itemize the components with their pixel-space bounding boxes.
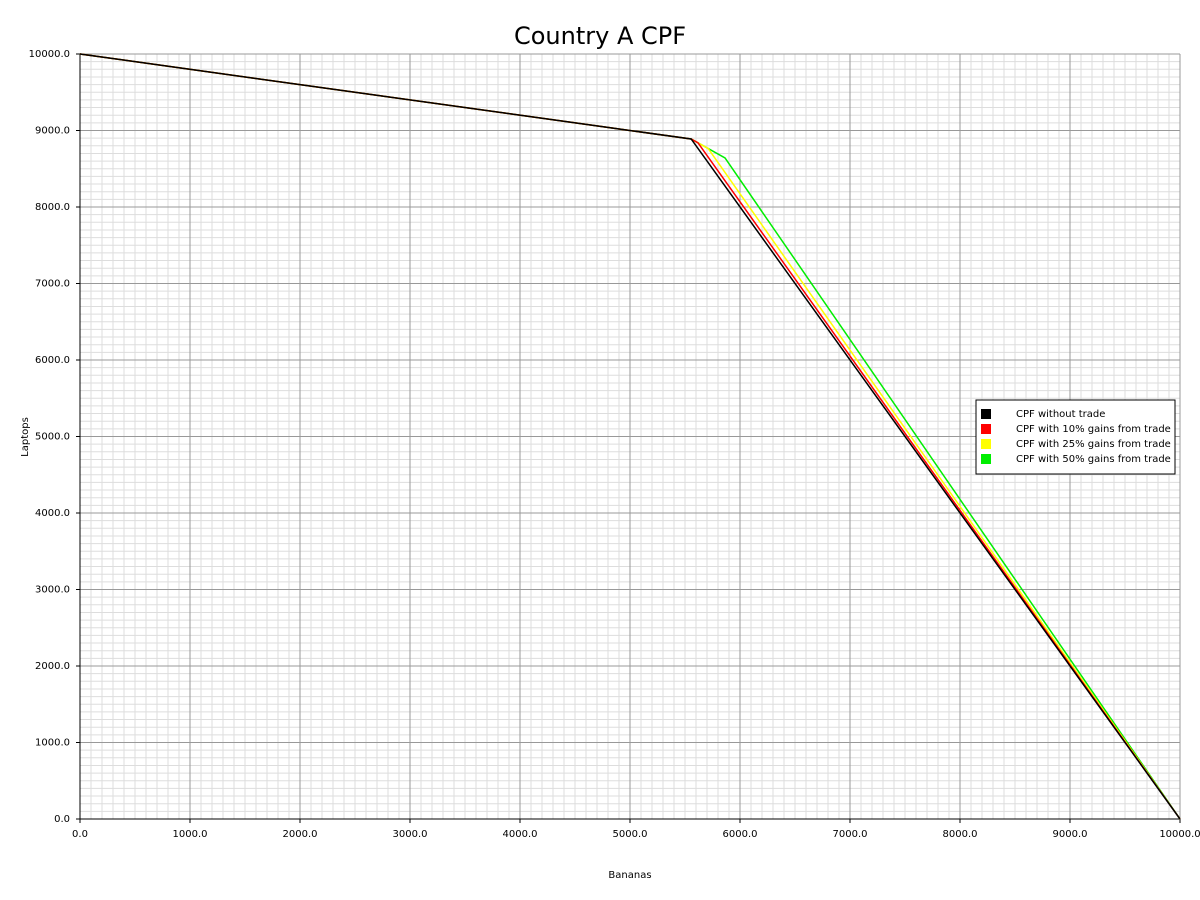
x-axis-label: Bananas <box>608 870 651 881</box>
x-tick-label: 4000.0 <box>503 829 538 840</box>
x-tick-label: 6000.0 <box>723 829 758 840</box>
y-tick-label: 4000.0 <box>35 508 70 519</box>
x-tick-label: 5000.0 <box>613 829 648 840</box>
x-tick-label: 3000.0 <box>393 829 428 840</box>
y-tick-label: 3000.0 <box>35 585 70 596</box>
x-tick-label: 1000.0 <box>173 829 208 840</box>
y-tick-label: 0.0 <box>54 814 70 825</box>
legend-swatch <box>981 409 991 419</box>
y-tick-label: 6000.0 <box>35 355 70 366</box>
x-tick-label: 9000.0 <box>1053 829 1088 840</box>
chart-title: Country A CPF <box>514 22 686 50</box>
x-tick-label: 2000.0 <box>283 829 318 840</box>
y-tick-label: 9000.0 <box>35 126 70 137</box>
y-axis-label: Laptops <box>20 417 31 457</box>
y-tick-label: 2000.0 <box>35 661 70 672</box>
x-tick-label: 10000.0 <box>1159 829 1200 840</box>
legend-swatch <box>981 454 991 464</box>
y-tick-label: 1000.0 <box>35 738 70 749</box>
legend-swatch <box>981 424 991 434</box>
legend-label: CPF with 10% gains from trade <box>1016 424 1171 435</box>
y-tick-label: 10000.0 <box>29 49 70 60</box>
legend-label: CPF with 50% gains from trade <box>1016 454 1171 465</box>
y-tick-label: 5000.0 <box>35 432 70 443</box>
y-tick-label: 7000.0 <box>35 279 70 290</box>
series-line <box>79 53 1181 820</box>
x-tick-label: 0.0 <box>72 829 88 840</box>
legend-box <box>975 399 1176 475</box>
y-tick-label: 8000.0 <box>35 202 70 213</box>
x-tick-label: 7000.0 <box>833 829 868 840</box>
legend-swatch <box>981 439 991 449</box>
legend-label: CPF with 25% gains from trade <box>1016 439 1171 450</box>
legend-label: CPF without trade <box>1016 409 1105 420</box>
x-tick-label: 8000.0 <box>943 829 978 840</box>
